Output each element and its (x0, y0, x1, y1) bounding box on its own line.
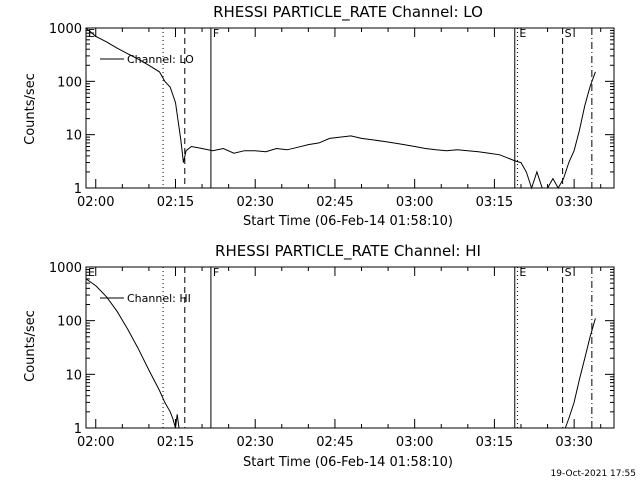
panel-hi-xtick-label: 03:00 (396, 435, 433, 450)
panel-hi-legend-label: Channel: HI (127, 292, 191, 305)
panel-hi-event-label: S (565, 266, 572, 279)
panel-hi-xtick-label: 02:15 (157, 435, 194, 450)
panel-hi-xtick-label: 03:15 (476, 435, 513, 450)
panel-hi-series-line-0-seg-0 (85, 278, 180, 429)
panel-hi-event-label: E (519, 266, 526, 279)
panel-lo-title: RHESSI PARTICLE_RATE Channel: LO (213, 3, 483, 22)
footer-timestamp: 19-Oct-2021 17:55 (551, 469, 636, 479)
panel-hi-event-label: E (88, 266, 95, 279)
panel-lo-xtick-label: 02:00 (77, 195, 114, 210)
panel-lo-event-label: E (88, 27, 95, 40)
panel-lo: RHESSI PARTICLE_RATE Channel: LO Start T… (23, 3, 615, 229)
panel-lo-ytick-label: 1000 (49, 22, 82, 37)
panel-lo-legend-label: Channel: LO (127, 53, 194, 66)
panel-lo-xtick-label: 03:30 (555, 195, 592, 210)
panel-lo-event-label: F (213, 27, 219, 40)
panel-hi-xtick-label: 02:30 (236, 435, 273, 450)
panel-hi-title: RHESSI PARTICLE_RATE Channel: HI (215, 242, 481, 261)
panel-lo-xtick-label: 03:15 (476, 195, 513, 210)
panel-hi-series-line-0-seg-1 (564, 318, 596, 429)
panel-lo-xtick-label: 03:00 (396, 195, 433, 210)
panel-lo-xtick-label: 02:45 (316, 195, 353, 210)
panel-lo-ytick-label: 1 (74, 182, 82, 197)
panel-lo-xtick-label: 02:15 (157, 195, 194, 210)
panel-hi-ytick-label: 1 (74, 422, 82, 437)
panel-hi-xtick-label: 02:45 (316, 435, 353, 450)
panel-lo-ylabel: Counts/sec (23, 73, 38, 145)
panel-lo-ytick-label: 100 (57, 75, 82, 90)
panel-lo-event-label: S (565, 27, 572, 40)
panel-hi-xtick-label: 02:00 (77, 435, 114, 450)
panel-hi-xlabel: Start Time (06-Feb-14 01:58:10) (243, 455, 453, 470)
panel-hi-event-label: F (213, 266, 219, 279)
panel-lo-xlabel: Start Time (06-Feb-14 01:58:10) (243, 214, 453, 229)
panel-hi-ytick-label: 100 (57, 315, 82, 330)
panel-lo-xtick-label: 02:30 (236, 195, 273, 210)
panel-hi: RHESSI PARTICLE_RATE Channel: HI Start T… (23, 242, 615, 470)
panel-lo-event-label: E (519, 27, 526, 40)
panel-hi-ytick-label: 1000 (49, 261, 82, 276)
panel-hi-ylabel: Counts/sec (23, 310, 38, 382)
panel-hi-ytick-label: 10 (65, 368, 82, 383)
panel-hi-xtick-label: 03:30 (555, 435, 592, 450)
panel-lo-series-line-0-seg-0 (85, 27, 596, 190)
panel-lo-ytick-label: 10 (65, 129, 82, 144)
